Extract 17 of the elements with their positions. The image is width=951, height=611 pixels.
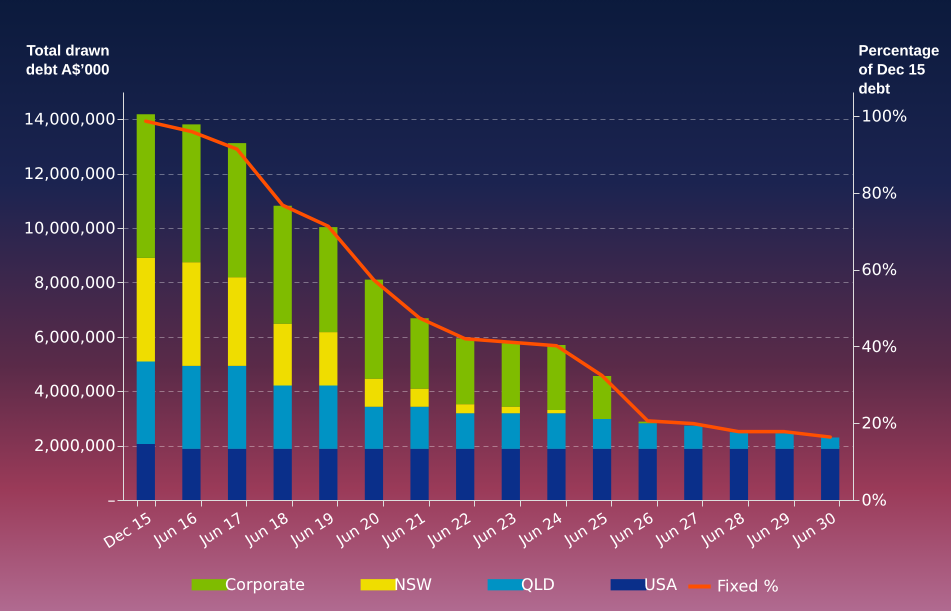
y2-tick-label: 60%: [862, 260, 898, 280]
y2-tick-label: 100%: [862, 106, 908, 126]
y-tick-label: 2,000,000: [34, 436, 116, 456]
y2-axis-title: Percentage of Dec 15 debt: [858, 42, 940, 98]
y-tick-label: 12,000,000: [24, 164, 116, 184]
y-tick-label: 14,000,000: [24, 110, 116, 129]
y-tick-label: 4,000,000: [34, 382, 116, 401]
y-tick-label: 8,000,000: [34, 272, 116, 292]
y2-tick-label: 0%: [862, 490, 887, 510]
y-tick-label: 10,000,000: [24, 218, 116, 238]
y-axis-title: Total drawn debt A$’000: [26, 42, 110, 78]
legend-label: Fixed %: [717, 576, 779, 596]
y2-tick-label: 40%: [862, 336, 898, 356]
y2-tick-label: 80%: [862, 183, 898, 202]
y-tick-label: –: [108, 490, 116, 510]
y2-tick-label: 20%: [862, 414, 898, 433]
y-tick-label: 6,000,000: [34, 327, 116, 346]
